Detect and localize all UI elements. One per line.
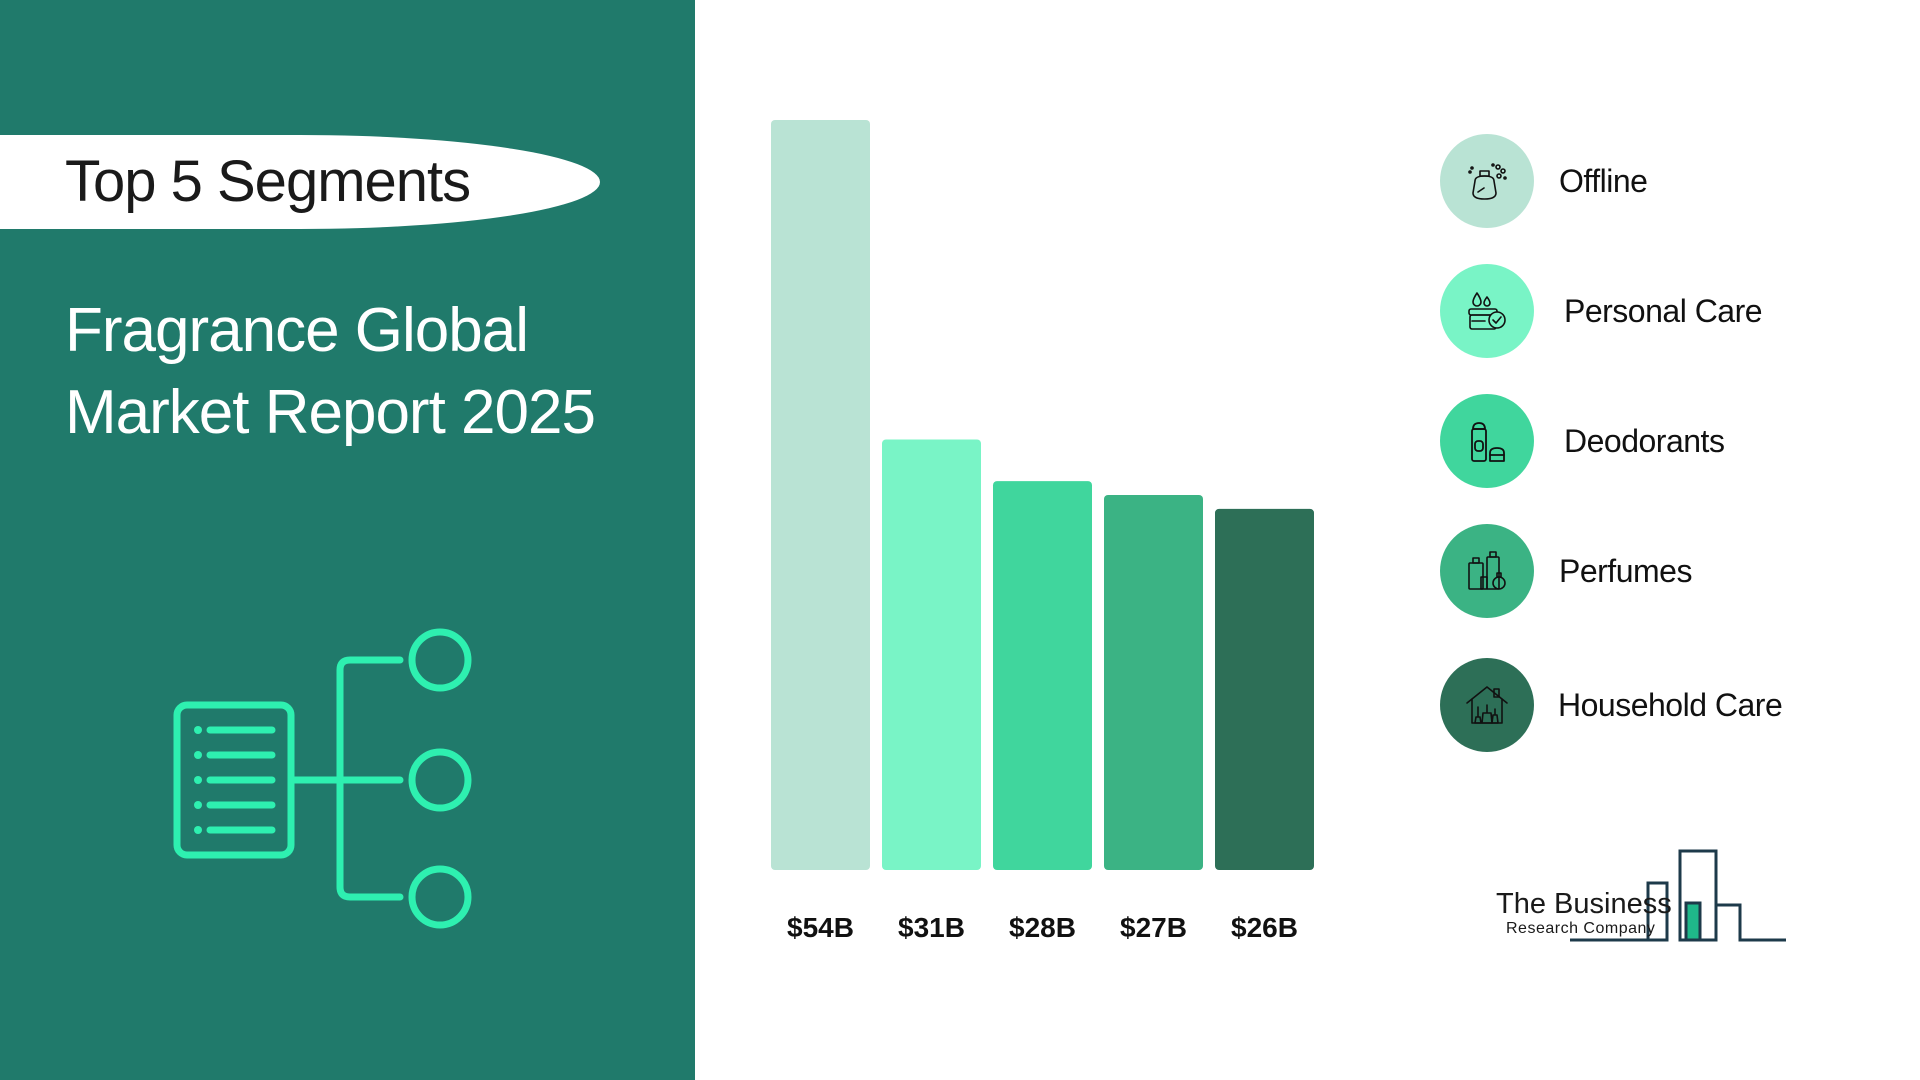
bar-personal-care: [882, 439, 981, 870]
legend-circle-offline: [1440, 134, 1534, 228]
bar-deodorants: [993, 481, 1092, 870]
legend-label-personal-care: Personal Care: [1564, 293, 1763, 329]
legend-circle-personal-care: [1440, 264, 1534, 358]
segments-pill: Top 5 Segments: [0, 135, 600, 229]
bar-value-label: $54B: [787, 912, 854, 943]
bar-value-label: $27B: [1120, 912, 1187, 943]
left-panel: Top 5 Segments Fragrance Global Market R…: [0, 0, 695, 1080]
cream-jar-icon: [1468, 292, 1506, 330]
report-title: Fragrance Global Market Report 2025: [65, 290, 665, 454]
bar-value-label: $31B: [898, 912, 965, 943]
bar-value-label: $28B: [1009, 912, 1076, 943]
perfume-spray-icon: [1468, 163, 1507, 200]
legend-circle-deodorants: [1440, 394, 1534, 488]
legend-label-deodorants: Deodorants: [1564, 423, 1725, 459]
segments-tree-icon: [173, 628, 472, 929]
legend-label-offline: Offline: [1559, 163, 1648, 199]
logo-buildings-mark: [1570, 849, 1786, 942]
perfume-bottles-icon: [1468, 551, 1506, 590]
legend-circle-household-care: [1440, 658, 1534, 752]
segments-pill-label: Top 5 Segments: [65, 149, 471, 214]
logo-line1: The Business: [1496, 888, 1672, 920]
bar-value-label: $26B: [1231, 912, 1298, 943]
house-cleaning-icon: [1466, 686, 1508, 724]
legend-label-household-care: Household Care: [1558, 687, 1783, 723]
bar-perfumes: [1104, 495, 1203, 870]
company-logo: The Business Research Company: [1490, 848, 1810, 948]
bar-household-care: [1215, 508, 1314, 870]
bar-offline: [771, 120, 870, 870]
deodorant-icon: [1471, 422, 1505, 462]
report-title-line1: Fragrance Global: [65, 296, 529, 365]
legend-circle-perfumes: [1440, 524, 1534, 618]
logo-line2: Research Company: [1506, 920, 1656, 937]
report-title-line2: Market Report 2025: [65, 378, 596, 447]
bar-chart: $54B $31B $28B $27B $26B: [771, 120, 1314, 943]
legend-label-perfumes: Perfumes: [1559, 553, 1692, 589]
